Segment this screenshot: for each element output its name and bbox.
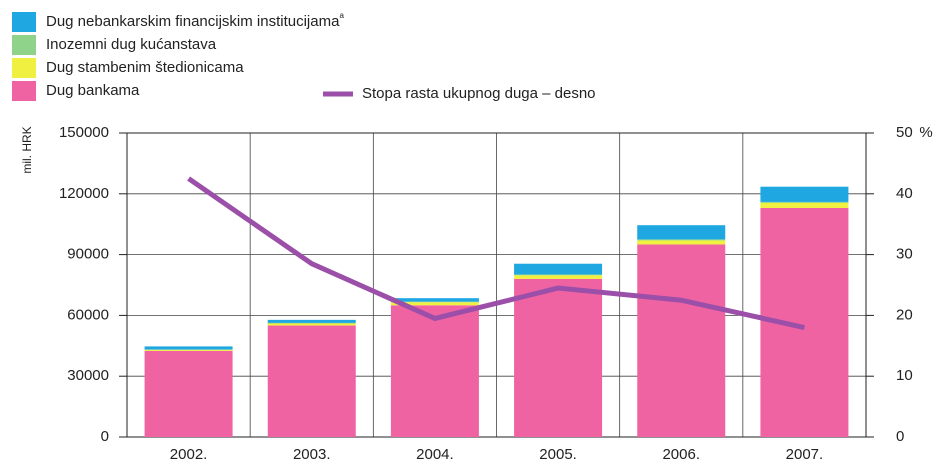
- bar-segment: [760, 186, 849, 202]
- bar-segment: [514, 263, 603, 275]
- legend-label: Inozemni dug kućanstava: [46, 36, 217, 53]
- x-tick-label: 2003.: [293, 446, 331, 463]
- bar-segment: [267, 319, 356, 323]
- y-tick-label: 60000: [67, 306, 109, 323]
- legend-note: a: [339, 11, 344, 20]
- bar-segment: [267, 323, 356, 326]
- bar-segment: [760, 202, 849, 208]
- bar-segment: [637, 240, 726, 245]
- bar-segment: [514, 278, 603, 437]
- legend-swatch: [12, 12, 36, 32]
- y2-tick-label: 30: [896, 246, 913, 263]
- y-tick-label: 30000: [67, 367, 109, 384]
- y-tick-label: 90000: [67, 246, 109, 263]
- x-tick-label: 2002.: [170, 446, 208, 463]
- x-tick-label: 2005.: [539, 446, 577, 463]
- y2-tick-label: 40: [896, 185, 913, 202]
- bar-segment: [760, 201, 849, 203]
- bar-segment: [267, 325, 356, 437]
- y2-axis-label: %: [919, 124, 932, 141]
- bar-segment: [514, 275, 603, 279]
- legend-label-text: Dug bankama: [46, 82, 140, 99]
- y-tick-label: 120000: [59, 185, 109, 202]
- legend-label: Dug bankama: [46, 82, 140, 99]
- bar-segment: [144, 349, 233, 351]
- bar-segment: [637, 244, 726, 437]
- bar-segment: [637, 239, 726, 241]
- bar-segment: [144, 350, 233, 437]
- y-tick-label: 0: [101, 428, 109, 445]
- legend-swatch: [12, 58, 36, 78]
- legend-label-text: Dug nebankarskim financijskim institucij…: [46, 13, 340, 30]
- legend-label-text: Dug stambenim štedionicama: [46, 59, 244, 76]
- legend-swatch: [12, 35, 36, 55]
- legend-swatch: [12, 81, 36, 101]
- y2-tick-label: 0: [896, 428, 904, 445]
- y-axis-label: mil. HRK: [20, 126, 34, 173]
- line-series: [187, 176, 805, 331]
- y2-tick-label: 20: [896, 306, 913, 323]
- bar-segment: [390, 302, 479, 306]
- legend-label-text: Inozemni dug kućanstava: [46, 36, 217, 53]
- legend-label: Stopa rasta ukupnog duga – desno: [362, 85, 596, 102]
- x-tick-label: 2006.: [662, 446, 700, 463]
- y-tick-label: 150000: [59, 124, 109, 141]
- x-tick-label: 2004.: [416, 446, 454, 463]
- bar-segment: [144, 346, 233, 350]
- bar-segment: [637, 225, 726, 240]
- bar-segment: [390, 298, 479, 302]
- bar-segment: [390, 305, 479, 437]
- legend-label: Dug stambenim štedionicama: [46, 59, 244, 76]
- y2-tick-label: 50: [896, 124, 913, 141]
- plot-frame: [126, 132, 867, 438]
- y2-tick-label: 10: [896, 367, 913, 384]
- bar-segment: [514, 274, 603, 276]
- bar-segment: [390, 301, 479, 303]
- bar-segment: [267, 322, 356, 324]
- legend-label: Dug nebankarskim financijskim institucij…: [46, 11, 344, 30]
- x-tick-label: 2007.: [786, 446, 824, 463]
